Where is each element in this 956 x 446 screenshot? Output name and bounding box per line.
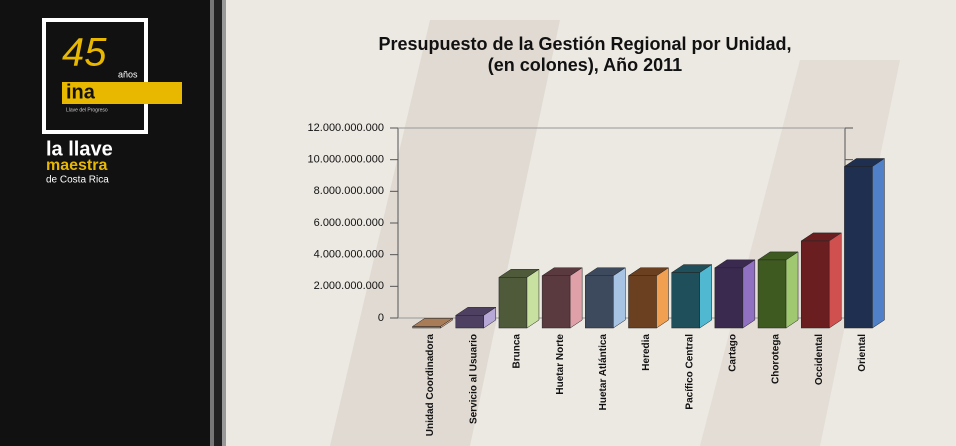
logo-motto: Llave del Progreso — [66, 107, 108, 113]
stripe — [214, 0, 222, 446]
x-tick-label: Oriental — [857, 334, 868, 372]
bar-side — [613, 268, 625, 328]
page: {"logo": {"number": "45", "years": "años… — [0, 0, 956, 446]
bar-side — [527, 269, 539, 328]
bar — [413, 326, 441, 328]
x-tick-label: Servicio al Usuario — [468, 334, 479, 424]
x-tick-label: Heredia — [641, 334, 652, 371]
bar-side — [786, 252, 798, 328]
y-tick-label: 10.000.000.000 — [308, 154, 384, 166]
bar — [758, 260, 786, 328]
x-tick-label: Brunca — [512, 334, 523, 369]
y-tick-label: 6.000.000.000 — [314, 217, 384, 229]
y-tick-label: 12.000.000.000 — [308, 122, 384, 134]
logo-number: 45 — [62, 31, 107, 75]
y-tick-label: 2.000.000.000 — [314, 280, 384, 292]
chart-title: Presupuesto de la Gestión Regional por U… — [378, 34, 791, 54]
x-tick-label: Huetar Norte — [555, 334, 566, 395]
bar-side — [829, 233, 841, 328]
bar — [499, 277, 527, 328]
y-tick-label: 8.000.000.000 — [314, 185, 384, 197]
y-tick-label: 4.000.000.000 — [314, 249, 384, 261]
logo-line: maestra — [46, 157, 107, 174]
bar-side — [657, 268, 669, 328]
x-tick-label: Unidad Coordinadora — [425, 334, 436, 437]
bar-side — [872, 159, 884, 329]
logo-line: de Costa Rica — [46, 175, 109, 186]
bar — [585, 276, 613, 328]
bar — [629, 276, 657, 328]
x-tick-label: Chorotega — [771, 334, 782, 384]
bar — [715, 268, 743, 328]
x-tick-label: Cartago — [728, 334, 739, 372]
stripe — [210, 0, 214, 446]
bar — [542, 276, 570, 328]
bar-side — [743, 260, 755, 328]
logo-brand: ina — [66, 81, 96, 103]
bar-side — [570, 268, 582, 328]
y-tick-label: 0 — [378, 312, 384, 324]
bar — [801, 241, 829, 328]
chart-subtitle: (en colones), Año 2011 — [488, 55, 682, 75]
x-tick-label: Occidental — [814, 334, 825, 385]
stripe — [222, 0, 226, 446]
bar — [672, 273, 700, 328]
bar — [844, 167, 872, 329]
x-tick-label: Huetar Atlántica — [598, 334, 609, 411]
bar-side — [700, 265, 712, 328]
x-tick-label: Pacífico Central — [684, 334, 695, 410]
chart: 45 años ina Llave del Progreso la llave … — [0, 0, 956, 446]
bar — [456, 315, 484, 328]
logo-years: años — [118, 69, 138, 79]
